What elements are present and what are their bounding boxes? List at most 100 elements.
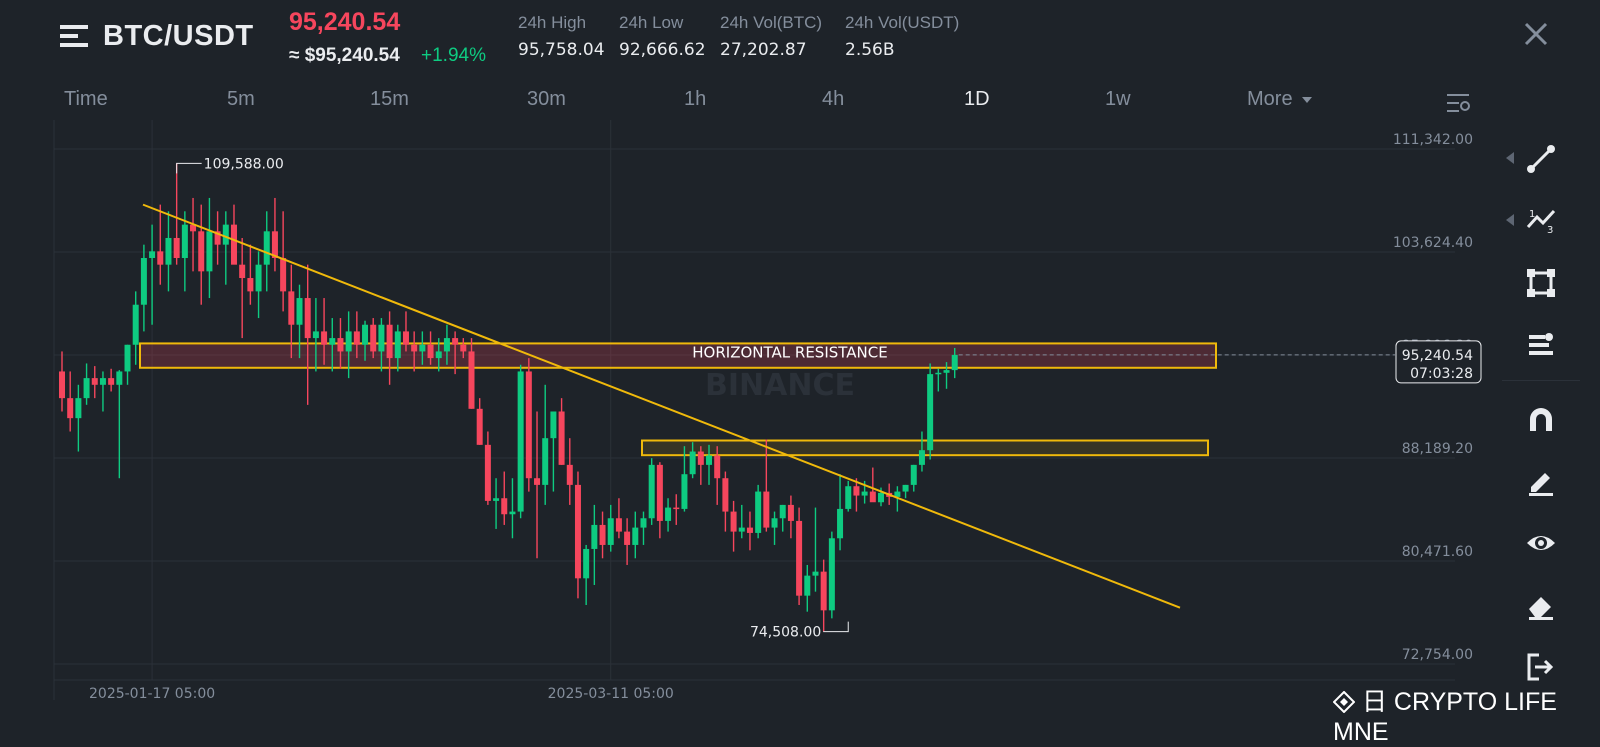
tab-1h[interactable]: 1h xyxy=(684,88,707,110)
resistance-label: HORIZONTAL RESISTANCE xyxy=(692,343,887,361)
stat-label: 24h Low xyxy=(619,13,684,32)
candle-body xyxy=(845,486,852,509)
stat-value: 92,666.62 xyxy=(619,40,706,60)
candle-body xyxy=(75,398,82,419)
last-price: 95,240.54 xyxy=(289,8,401,36)
candle-body xyxy=(861,491,868,496)
stat-24h-low: 24h Low 92,666.62 xyxy=(619,13,706,60)
binance-logo-icon xyxy=(1332,690,1356,714)
chevron-down-icon xyxy=(1302,97,1313,103)
eye-icon[interactable] xyxy=(1525,527,1557,559)
trendline xyxy=(142,203,1181,609)
candle-body xyxy=(943,370,950,373)
candle-body xyxy=(370,324,377,352)
candle-body xyxy=(280,258,287,292)
candle-body xyxy=(230,224,237,265)
stat-value: 27,202.87 xyxy=(720,40,807,60)
candle-body xyxy=(443,338,450,352)
candle-body xyxy=(706,455,713,465)
candle-body xyxy=(263,231,270,265)
candle-body xyxy=(108,378,115,385)
magnet-icon[interactable] xyxy=(1525,403,1557,435)
price-axis: 111,342.00103,624.4095,906.8088,189.2080… xyxy=(1393,132,1482,663)
candle-body xyxy=(918,450,925,465)
y-tick-label: 72,754.00 xyxy=(1402,647,1473,663)
stat-label: 24h Vol(BTC) xyxy=(720,13,823,32)
candle-body xyxy=(591,524,598,549)
candle-body xyxy=(411,344,418,352)
tab-4h[interactable]: 4h xyxy=(822,88,845,110)
candle-body xyxy=(615,518,622,532)
candle-body xyxy=(304,298,311,339)
exit-icon[interactable] xyxy=(1525,651,1557,683)
tab-more[interactable]: More xyxy=(1247,88,1313,111)
caret-left-icon xyxy=(1506,214,1514,226)
tab-5m[interactable]: 5m xyxy=(227,88,255,110)
candle-body xyxy=(632,527,639,545)
candle-body xyxy=(206,231,213,272)
candle-body xyxy=(853,486,860,496)
menu-icon[interactable] xyxy=(60,22,88,50)
candle-body xyxy=(517,371,524,512)
candle-body xyxy=(697,451,704,465)
candle-body xyxy=(362,324,369,345)
tab-1d[interactable]: 1D xyxy=(964,88,990,110)
extreme-markers: 109,588.00 74,508.00 xyxy=(176,156,1395,641)
candle-body xyxy=(386,324,393,359)
candle-body xyxy=(689,451,696,475)
eraser-icon[interactable] xyxy=(1525,589,1557,621)
tab-15m[interactable]: 15m xyxy=(370,88,409,110)
candle-body xyxy=(181,224,188,259)
candle-body xyxy=(738,527,745,532)
brush-icon[interactable] xyxy=(1525,329,1557,361)
candle-body xyxy=(812,571,819,576)
candle-body xyxy=(681,474,688,509)
pair-title[interactable]: BTC/USDT xyxy=(103,20,254,52)
candle-body xyxy=(214,231,221,245)
tab-time[interactable]: Time xyxy=(64,88,108,110)
candle-body xyxy=(910,464,917,485)
usd-price: ≈ $95,240.54 xyxy=(289,45,400,66)
stat-24h-high: 24h High 95,758.04 xyxy=(518,13,605,60)
candle-body xyxy=(779,504,786,519)
candle-body xyxy=(656,464,663,521)
candle-body xyxy=(140,258,147,305)
chart-settings-icon[interactable] xyxy=(1447,92,1471,114)
candle-body xyxy=(722,478,729,512)
close-icon[interactable] xyxy=(1520,18,1552,50)
candle-body xyxy=(665,507,672,521)
candle-body xyxy=(493,498,500,501)
candle-body xyxy=(353,331,360,345)
candle-body xyxy=(746,527,753,533)
candle-body xyxy=(190,224,197,232)
candle-body xyxy=(730,511,737,532)
candle-body xyxy=(525,371,532,479)
high-marker-label: 109,588.00 xyxy=(204,156,284,172)
candle-body xyxy=(402,331,409,345)
tab-30m[interactable]: 30m xyxy=(527,88,566,110)
candle-body xyxy=(583,548,590,579)
support-zone xyxy=(641,439,1209,457)
candle-body xyxy=(894,491,901,497)
caret-left-icon xyxy=(1506,152,1514,164)
candle-body xyxy=(927,374,934,451)
candle-body xyxy=(640,518,647,528)
candle-body xyxy=(902,484,909,492)
candle-body xyxy=(796,520,803,596)
x-tick-label: 2025-01-17 05:00 xyxy=(89,686,215,702)
price-chart[interactable]: BINANCE HORIZONTAL RESISTANCE 109,588.00… xyxy=(0,120,1500,720)
candle-body xyxy=(222,224,229,245)
rectangle-icon[interactable] xyxy=(1525,267,1557,299)
toolbar-divider xyxy=(1502,380,1580,381)
candle-body xyxy=(99,378,106,385)
trendline-icon[interactable] xyxy=(1525,143,1557,175)
candle-body xyxy=(419,344,426,352)
y-tick-label: 88,189.20 xyxy=(1402,441,1473,457)
tab-1w[interactable]: 1w xyxy=(1105,88,1131,110)
pencil-icon[interactable] xyxy=(1525,465,1557,497)
candle-body xyxy=(542,438,549,485)
candle-body xyxy=(755,491,762,533)
candle-body xyxy=(534,478,541,485)
candle-body xyxy=(132,304,139,345)
